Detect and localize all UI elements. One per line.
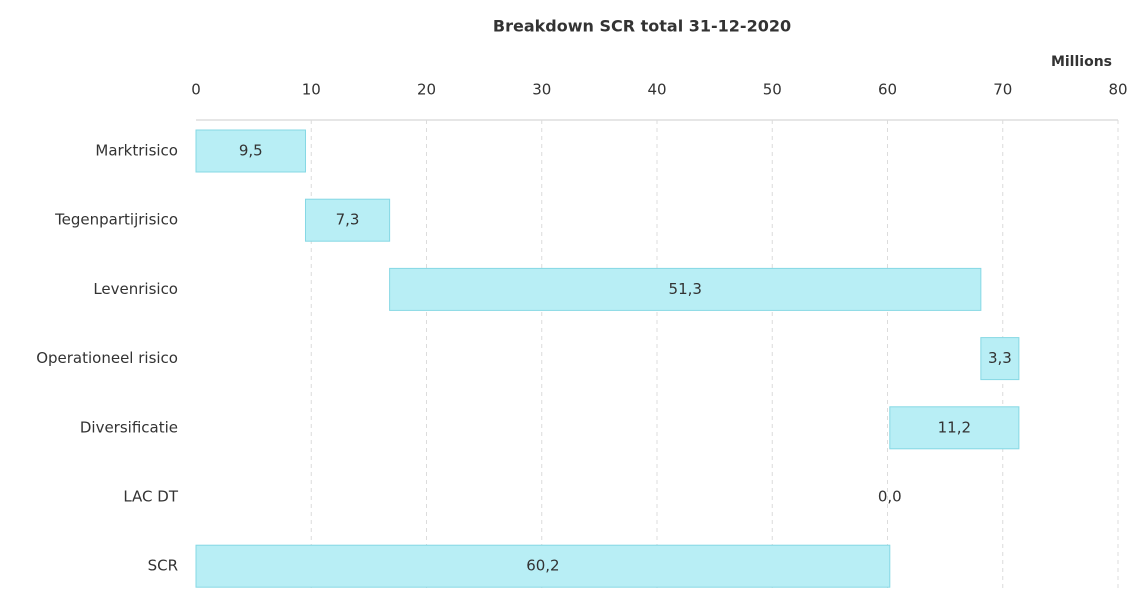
x-tick-label: 30	[532, 81, 551, 99]
bar	[889, 406, 1020, 450]
y-tick-label: LAC DT	[123, 488, 178, 506]
bar	[195, 544, 891, 588]
y-tick-label: Levenrisico	[93, 280, 178, 298]
bar	[304, 198, 391, 242]
x-tick-label: 50	[763, 81, 782, 99]
x-tick-label: 0	[191, 81, 201, 99]
data-label: 3,3	[988, 349, 1012, 367]
x-tick-label: 40	[647, 81, 666, 99]
bar	[389, 267, 982, 311]
x-tick-label: 70	[993, 81, 1012, 99]
x-tick-label: 10	[302, 81, 321, 99]
y-tick-label: Diversificatie	[80, 418, 178, 436]
x-tick-label: 20	[417, 81, 436, 99]
chart-title: Breakdown SCR total 31-12-2020	[493, 17, 791, 36]
axis-unit: Millions	[1051, 54, 1112, 70]
data-label: 60,2	[526, 557, 559, 575]
bar	[195, 129, 306, 173]
x-tick-label: 80	[1108, 81, 1127, 99]
data-label: 51,3	[669, 280, 702, 298]
data-label: 7,3	[336, 211, 360, 229]
data-label: 0,0	[878, 488, 902, 506]
y-tick-label: Tegenpartijrisico	[54, 211, 178, 229]
y-tick-label: Marktrisico	[95, 142, 178, 160]
data-label: 9,5	[239, 142, 263, 160]
x-tick-label: 60	[878, 81, 897, 99]
data-label: 11,2	[938, 418, 971, 436]
y-tick-label: SCR	[148, 557, 178, 575]
bar	[980, 337, 1020, 381]
y-tick-label: Operationeel risico	[36, 349, 178, 367]
